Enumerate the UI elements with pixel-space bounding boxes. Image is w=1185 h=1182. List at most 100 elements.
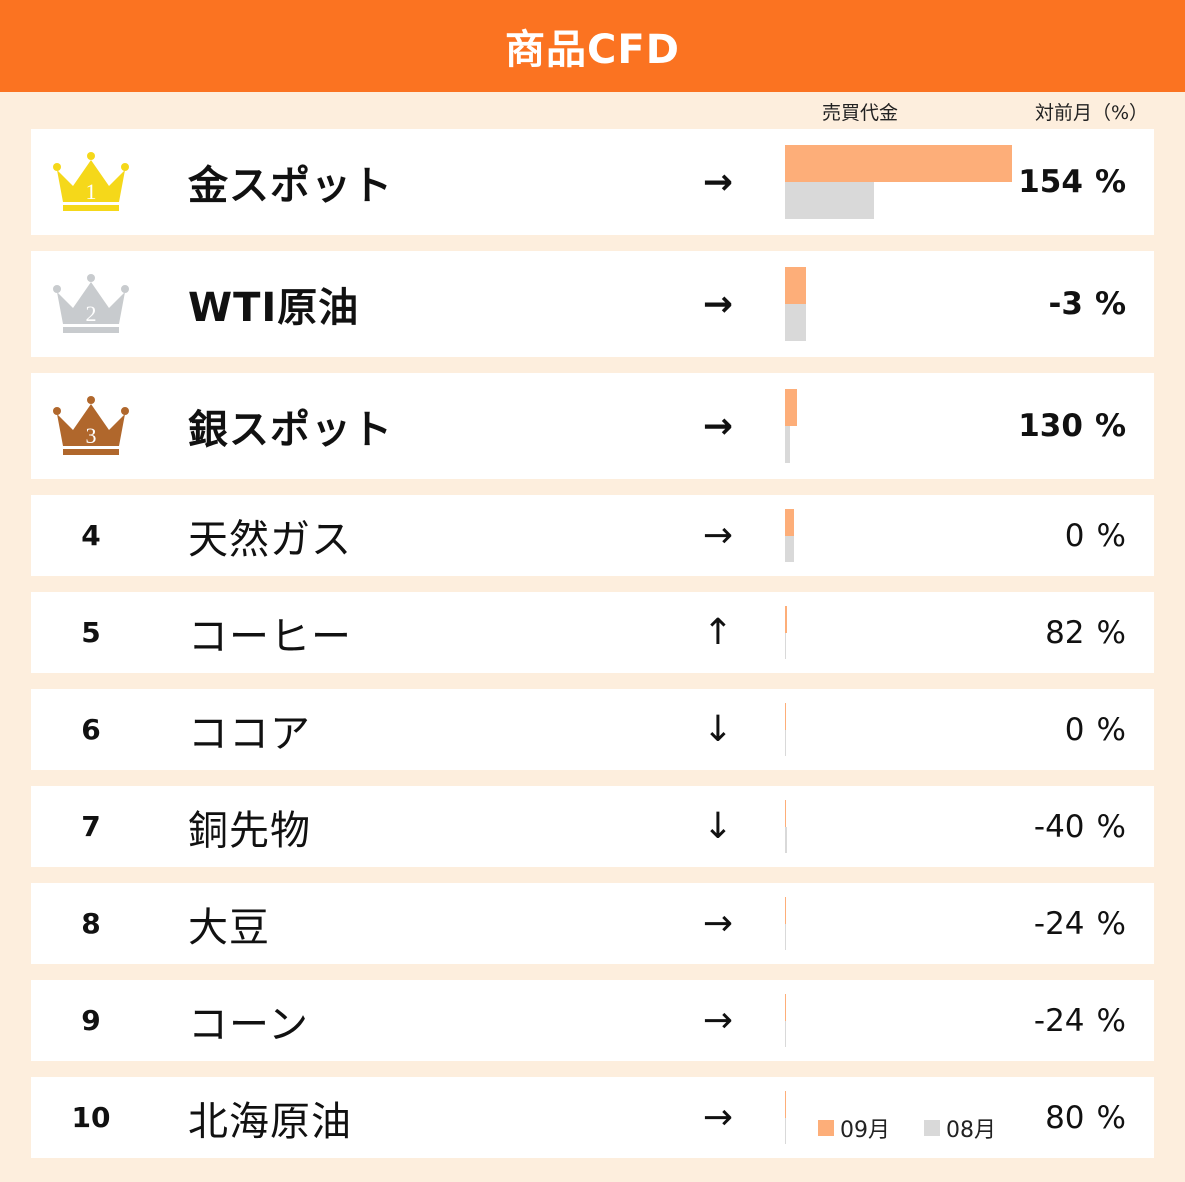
page-title: 商品CFD xyxy=(505,27,680,73)
rank-cell: 6 xyxy=(31,689,151,770)
volume-bars xyxy=(785,267,1025,341)
rank-cell: 5 xyxy=(31,592,151,673)
table-row: 9 コーン → -24% xyxy=(31,980,1154,1061)
crown-rank-number: 2 xyxy=(86,301,97,326)
rank-number: 9 xyxy=(81,1004,101,1037)
volume-bars xyxy=(785,703,1025,756)
rank-number: 7 xyxy=(81,810,101,843)
legend-item-previous: 08月 xyxy=(924,1112,996,1144)
table-row: 8 大豆 → -24% xyxy=(31,883,1154,964)
rank-number: 10 xyxy=(71,1101,111,1134)
table-row: 4 天然ガス → 0% xyxy=(31,495,1154,576)
commodity-name: WTI原油 xyxy=(188,285,360,331)
rank-cell: 2 xyxy=(31,251,151,357)
rank-cell: 3 xyxy=(31,373,151,479)
bar-current-month xyxy=(785,509,795,536)
legend-swatch-current xyxy=(818,1120,834,1136)
table-row: 1 金スポット → 154% xyxy=(31,129,1154,235)
table-row: 5 コーヒー ↑ 82% xyxy=(31,592,1154,673)
crown-rank-number: 3 xyxy=(86,423,97,448)
table-row: 6 ココア ↓ 0% xyxy=(31,689,1154,770)
change-unit: % xyxy=(1096,614,1126,651)
volume-bars xyxy=(785,389,1025,463)
legend-label-previous: 08月 xyxy=(946,1118,996,1143)
table-row: 3 銀スポット → 130% xyxy=(31,373,1154,479)
arrow-up-icon: ↑ xyxy=(702,612,734,653)
change-percent: 82% xyxy=(1045,592,1126,673)
bar-previous-month xyxy=(785,826,787,853)
change-percent: 154% xyxy=(1018,129,1126,235)
rank-number: 8 xyxy=(81,907,101,940)
change-value: 0 xyxy=(1064,517,1085,554)
rank-cell: 4 xyxy=(31,495,151,576)
change-unit: % xyxy=(1094,286,1126,322)
bar-previous-month xyxy=(785,426,790,463)
rank-cell: 9 xyxy=(31,980,151,1061)
change-value: 154 xyxy=(1018,164,1083,200)
volume-bars xyxy=(785,897,1025,950)
commodity-name: 銀スポット xyxy=(188,407,393,453)
legend-label-current: 09月 xyxy=(840,1118,890,1143)
arrow-right-icon: → xyxy=(702,161,734,203)
arrow-right-icon: → xyxy=(702,1000,734,1041)
change-percent: 130% xyxy=(1018,373,1126,479)
change-value: 130 xyxy=(1018,408,1083,444)
change-unit: % xyxy=(1096,808,1126,845)
change-value: 80 xyxy=(1045,1099,1085,1136)
bar-previous-month xyxy=(785,182,875,219)
volume-bars xyxy=(785,800,1025,853)
rank-number: 4 xyxy=(81,519,101,552)
commodity-name: 金スポット xyxy=(188,163,393,209)
change-percent: 0% xyxy=(1065,689,1126,770)
bar-previous-month xyxy=(785,1117,786,1144)
legend-swatch-previous xyxy=(924,1120,940,1136)
column-header-volume: 売買代金 xyxy=(822,102,899,124)
change-unit: % xyxy=(1094,408,1126,444)
volume-bars xyxy=(785,994,1025,1047)
change-percent: -24% xyxy=(1034,980,1126,1061)
change-percent: 80% xyxy=(1045,1077,1126,1158)
change-percent: 0% xyxy=(1065,495,1126,576)
volume-bars xyxy=(785,606,1025,659)
bar-previous-month xyxy=(785,632,787,659)
commodity-name: ココア xyxy=(188,710,311,757)
bronze-crown-icon: 3 xyxy=(53,396,129,455)
header-banner: 商品CFD xyxy=(0,0,1185,92)
change-percent: -3% xyxy=(1049,251,1127,357)
change-percent: -40% xyxy=(1034,786,1126,867)
commodity-name: コーン xyxy=(188,1001,309,1048)
legend-item-current: 09月 xyxy=(818,1112,890,1144)
bar-previous-month xyxy=(785,923,787,950)
table-row: 7 銅先物 ↓ -40% xyxy=(31,786,1154,867)
rank-number: 5 xyxy=(81,616,101,649)
change-unit: % xyxy=(1096,1099,1126,1136)
change-percent: -24% xyxy=(1034,883,1126,964)
bar-current-month xyxy=(785,1091,786,1118)
bar-current-month xyxy=(785,994,786,1021)
chart-legend: 09月 08月 xyxy=(818,1112,1030,1144)
bar-current-month xyxy=(785,389,797,426)
rank-number: 6 xyxy=(81,713,101,746)
change-unit: % xyxy=(1094,164,1126,200)
change-unit: % xyxy=(1096,711,1126,748)
bar-current-month xyxy=(785,606,787,633)
arrow-right-icon: → xyxy=(702,405,734,447)
change-value: 0 xyxy=(1064,711,1085,748)
bar-previous-month xyxy=(785,304,807,341)
bar-current-month xyxy=(785,267,806,304)
rank-cell: 10 xyxy=(31,1077,151,1158)
table-row: 10 北海原油 → 80% xyxy=(31,1077,1154,1158)
arrow-right-icon: → xyxy=(702,515,734,556)
change-value: -24 xyxy=(1033,1002,1085,1039)
arrow-down-icon: ↓ xyxy=(702,806,734,847)
rank-cell: 7 xyxy=(31,786,151,867)
commodity-name: 天然ガス xyxy=(188,516,352,563)
change-value: 82 xyxy=(1045,614,1085,651)
volume-bars xyxy=(785,1091,1025,1144)
rank-cell: 8 xyxy=(31,883,151,964)
rank-cell: 1 xyxy=(31,129,151,235)
volume-bars xyxy=(785,509,1025,562)
arrow-right-icon: → xyxy=(702,903,734,944)
bar-previous-month xyxy=(785,1020,787,1047)
commodity-name: コーヒー xyxy=(188,613,352,660)
